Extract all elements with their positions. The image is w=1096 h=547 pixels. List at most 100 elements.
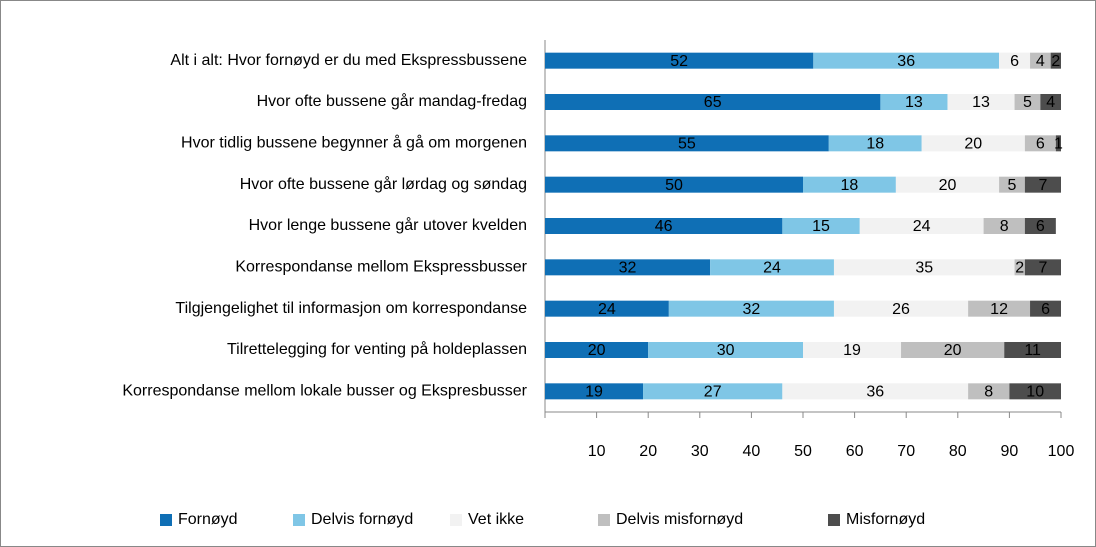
data-label: 7	[1038, 260, 1047, 277]
bar-segment	[828, 135, 922, 152]
category-label: Hvor lenge bussene går utover kvelden	[249, 216, 527, 234]
data-label: 24	[598, 301, 616, 318]
data-label: 13	[972, 94, 990, 111]
bar-segment	[668, 300, 834, 317]
bar-segment	[1030, 52, 1051, 69]
bar-segment	[1024, 218, 1056, 234]
x-tick-label: 30	[691, 443, 709, 460]
data-label: 6	[1036, 136, 1045, 153]
category-label: Korrespondanse mellom Ekspressbusser	[235, 259, 527, 276]
bar-segment	[968, 300, 1031, 317]
data-label: 65	[704, 94, 722, 111]
bar-segment	[545, 94, 881, 110]
data-label: 5	[1023, 94, 1032, 111]
legend-swatch	[293, 514, 305, 526]
data-label: 26	[892, 301, 910, 318]
bar-segment	[545, 259, 711, 276]
legend-swatch	[598, 514, 610, 526]
bar-segment	[1014, 94, 1041, 110]
bar-segment	[782, 218, 860, 234]
x-tick-label: 40	[743, 443, 761, 460]
category-label: Tilgjengelighet til informasjon om korre…	[175, 300, 527, 317]
x-tick-label: 80	[949, 443, 967, 460]
data-label: 7	[1038, 177, 1047, 194]
data-label: 55	[678, 136, 696, 153]
bar-segment	[545, 383, 644, 400]
x-tick-label: 20	[639, 443, 657, 460]
bar-segment	[1009, 383, 1061, 400]
bar-segment	[999, 176, 1025, 193]
bar-segment	[859, 218, 984, 234]
bar-segment	[901, 342, 1005, 358]
legend-swatch	[828, 514, 840, 526]
data-label: 5	[1008, 177, 1017, 194]
legend-label: Delvis fornøyd	[311, 511, 413, 528]
data-label: 32	[619, 260, 637, 277]
bar-segment	[968, 383, 1010, 400]
data-label: 36	[866, 384, 884, 401]
data-label: 4	[1046, 94, 1055, 111]
data-label: 2	[1051, 53, 1060, 70]
bar-segment	[1024, 176, 1061, 193]
bar-segment	[1040, 94, 1061, 110]
legend-label: Misfornøyd	[846, 511, 925, 528]
data-label: 32	[743, 301, 761, 318]
data-label: 11	[1024, 342, 1041, 359]
bar-segment	[833, 259, 1015, 276]
bar-segment	[648, 342, 803, 358]
category-label: Hvor ofte bussene går mandag-fredag	[257, 92, 527, 110]
data-label: 15	[812, 218, 830, 235]
bar-segment	[545, 176, 803, 193]
bar-segment	[999, 52, 1031, 69]
x-tick-label: 100	[1048, 443, 1075, 460]
bar-segment	[1055, 135, 1061, 152]
data-label: 4	[1036, 53, 1045, 70]
legend-label: Delvis misfornøyd	[616, 511, 743, 528]
bar-segment	[880, 94, 948, 110]
data-label: 20	[588, 342, 606, 359]
bar-segment	[947, 94, 1015, 110]
data-label: 20	[944, 342, 962, 359]
data-label: 24	[763, 260, 781, 277]
bar-segment	[643, 383, 783, 400]
data-label: 12	[990, 301, 1008, 318]
bar-segment	[1014, 259, 1025, 276]
bar-segment	[1050, 52, 1061, 69]
data-label: 20	[939, 177, 957, 194]
legend-label: Vet ikke	[468, 511, 524, 528]
bar-segment	[545, 300, 669, 317]
bar-segment	[921, 135, 1025, 152]
data-label: 19	[585, 384, 603, 401]
data-label: 18	[841, 177, 859, 194]
bar-segment	[803, 342, 902, 358]
bar-segment	[895, 176, 1000, 193]
category-label: Alt i alt: Hvor fornøyd er du med Ekspre…	[170, 52, 527, 69]
bar-segment	[803, 176, 896, 193]
data-label: 8	[1000, 218, 1009, 235]
category-label: Tilrettelegging for venting på holdeplas…	[227, 340, 527, 358]
data-label: 36	[897, 53, 915, 70]
data-label: 8	[984, 384, 993, 401]
bar-segment	[1024, 259, 1061, 276]
bar-segment	[545, 52, 814, 69]
data-label: 6	[1036, 218, 1045, 235]
data-label: 27	[704, 384, 722, 401]
data-label: 24	[913, 218, 931, 235]
bar-segment	[545, 342, 649, 358]
bar-segment	[1030, 300, 1061, 317]
data-label: 6	[1010, 53, 1019, 70]
bar-segment	[983, 218, 1025, 234]
bar-segment	[1024, 135, 1056, 152]
bar-segment	[813, 52, 1000, 69]
category-label: Hvor ofte bussene går lørdag og søndag	[240, 175, 527, 193]
data-label: 2	[1015, 260, 1024, 277]
x-tick-label: 70	[897, 443, 915, 460]
bar-segment	[833, 300, 969, 317]
x-tick-label: 50	[794, 443, 812, 460]
data-label: 18	[866, 136, 884, 153]
data-label: 20	[964, 136, 982, 153]
x-tick-label: 90	[1001, 443, 1019, 460]
category-label: Korrespondanse mellom lokale busser og E…	[122, 383, 527, 400]
bar-segment	[545, 135, 829, 152]
data-label: 52	[670, 53, 688, 70]
